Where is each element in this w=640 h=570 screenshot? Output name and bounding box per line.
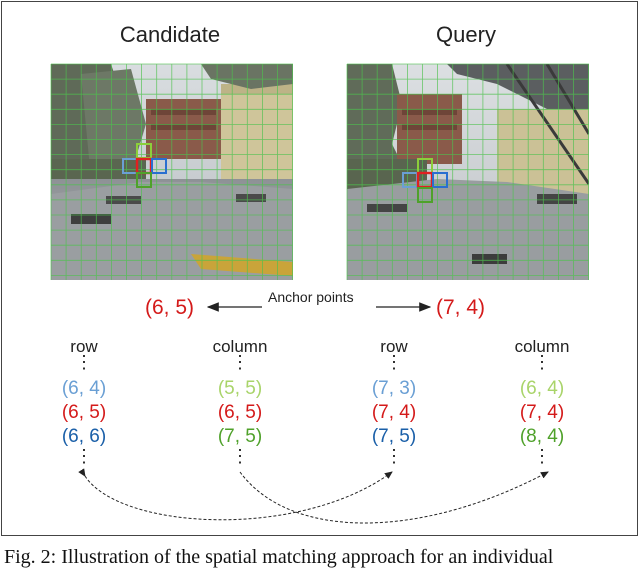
candidate-anchor-value: (6, 5)	[145, 296, 195, 319]
candidate-row-entry: (6, 5)	[61, 402, 107, 423]
candidate-row-entry: (6, 6)	[61, 426, 107, 447]
query-row-entry: (7, 3)	[371, 378, 417, 399]
candidate-column-entry: (7, 5)	[217, 426, 263, 447]
query-row-entry: (7, 5)	[371, 426, 417, 447]
ellipsis-top: ⋮	[75, 352, 93, 372]
candidate-row-entry: (6, 4)	[61, 378, 107, 399]
candidate-box-left	[122, 158, 138, 174]
ellipsis-bottom: ⋮	[231, 446, 249, 466]
query-column-header: column	[514, 337, 570, 356]
candidate-column-entry: (5, 5)	[217, 378, 263, 399]
query-title: Query	[436, 22, 496, 47]
ellipsis-bottom: ⋮	[385, 446, 403, 466]
query-box-up	[417, 158, 433, 174]
ellipsis-bottom: ⋮	[533, 446, 551, 466]
candidate-image	[51, 64, 293, 280]
candidate-grid	[50, 63, 294, 280]
candidate-box-down	[136, 172, 152, 188]
query-grid	[346, 63, 589, 280]
anchor-points-label: Anchor points	[268, 289, 354, 305]
candidate-box-anchor	[135, 157, 153, 175]
query-column-entry: (7, 4)	[519, 402, 565, 423]
figure-caption: Fig. 2: Illustration of the spatial matc…	[4, 546, 554, 568]
ellipsis-top: ⋮	[231, 352, 249, 372]
candidate-title: Candidate	[119, 22, 221, 47]
candidate-box-right	[151, 158, 167, 174]
query-row-header: row	[380, 337, 408, 356]
query-anchor-value: (7, 4)	[436, 296, 486, 319]
candidate-column-header: column	[212, 337, 268, 356]
query-row-entry: (7, 4)	[371, 402, 417, 423]
query-box-down	[417, 187, 433, 203]
arrow-column-to-column	[239, 471, 549, 524]
ellipsis-top: ⋮	[533, 352, 551, 372]
query-box-right	[432, 172, 448, 188]
query-column-entry: (6, 4)	[519, 378, 565, 399]
ellipsis-bottom: ⋮	[75, 446, 93, 466]
candidate-column-entry: (6, 5)	[217, 402, 263, 423]
candidate-row-header: row	[70, 337, 98, 356]
query-column-entry: (8, 4)	[519, 426, 565, 447]
ellipsis-top: ⋮	[385, 352, 403, 372]
candidate-box-up	[136, 143, 152, 159]
arrow-row-to-row	[78, 468, 393, 521]
